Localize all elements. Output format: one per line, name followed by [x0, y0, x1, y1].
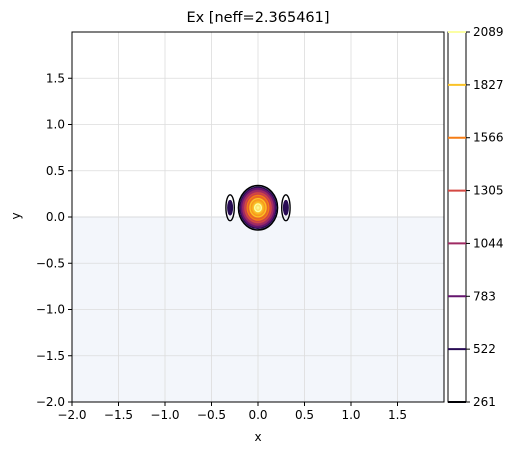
y-tick-label: −0.5	[36, 256, 65, 270]
side-lobe-contour	[225, 194, 235, 222]
y-tick-label: −1.5	[36, 349, 65, 363]
colorbar-tick-label: 1044	[473, 236, 504, 250]
contour-line	[246, 194, 270, 221]
chart-title: Ex [neff=2.365461]	[186, 10, 329, 26]
y-tick-label: −2.0	[36, 395, 65, 409]
contour-line	[253, 203, 263, 213]
colorbar-tick-label: 261	[473, 395, 496, 409]
colorbar-tick-label: 2089	[473, 25, 504, 39]
x-tick-label: −1.0	[150, 408, 179, 422]
y-tick-label: 0.5	[46, 164, 65, 178]
colorbar-tick-label: 783	[473, 289, 496, 303]
colorbar-frame	[447, 31, 467, 403]
contour-line	[242, 190, 274, 226]
contour-line	[244, 192, 272, 224]
contour-line	[237, 184, 279, 231]
y-tick-label: 0.0	[46, 210, 65, 224]
y-axis-label: y	[9, 212, 23, 219]
x-tick-label: −0.5	[197, 408, 226, 422]
side-lobe-contour	[281, 194, 291, 222]
x-tick-label: 1.0	[341, 408, 360, 422]
colorbar-tick-label: 1827	[473, 78, 504, 92]
contour-plot	[225, 184, 291, 231]
y-tick-label: 1.5	[46, 71, 65, 85]
x-tick-label: 1.5	[388, 408, 407, 422]
side-lobe-contour	[282, 199, 289, 216]
x-axis-label: x	[254, 430, 261, 444]
colorbar: 261 522 783 1044 1305 1566 1827 2089	[447, 25, 504, 409]
contour-line	[249, 197, 267, 218]
colorbar-tick-label: 1566	[473, 131, 504, 145]
x-axis: −2.0 −1.5 −1.0 −0.5 0.0 0.5 1.0 1.5	[57, 402, 407, 422]
y-axis: −2.0 −1.5 −1.0 −0.5 0.0 0.5 1.0 1.5	[36, 71, 72, 409]
contour-line	[240, 188, 276, 228]
y-tick-label: −1.0	[36, 303, 65, 317]
colorbar-tick-label: 1305	[473, 184, 504, 198]
grid-lines	[71, 32, 444, 403]
x-tick-label: 0.5	[295, 408, 314, 422]
y-tick-label: 1.0	[46, 118, 65, 132]
x-tick-label: −1.5	[104, 408, 133, 422]
x-tick-label: −2.0	[57, 408, 86, 422]
x-tick-label: 0.0	[248, 408, 267, 422]
colorbar-tick-label: 522	[473, 342, 496, 356]
side-lobe-contour	[227, 199, 234, 216]
